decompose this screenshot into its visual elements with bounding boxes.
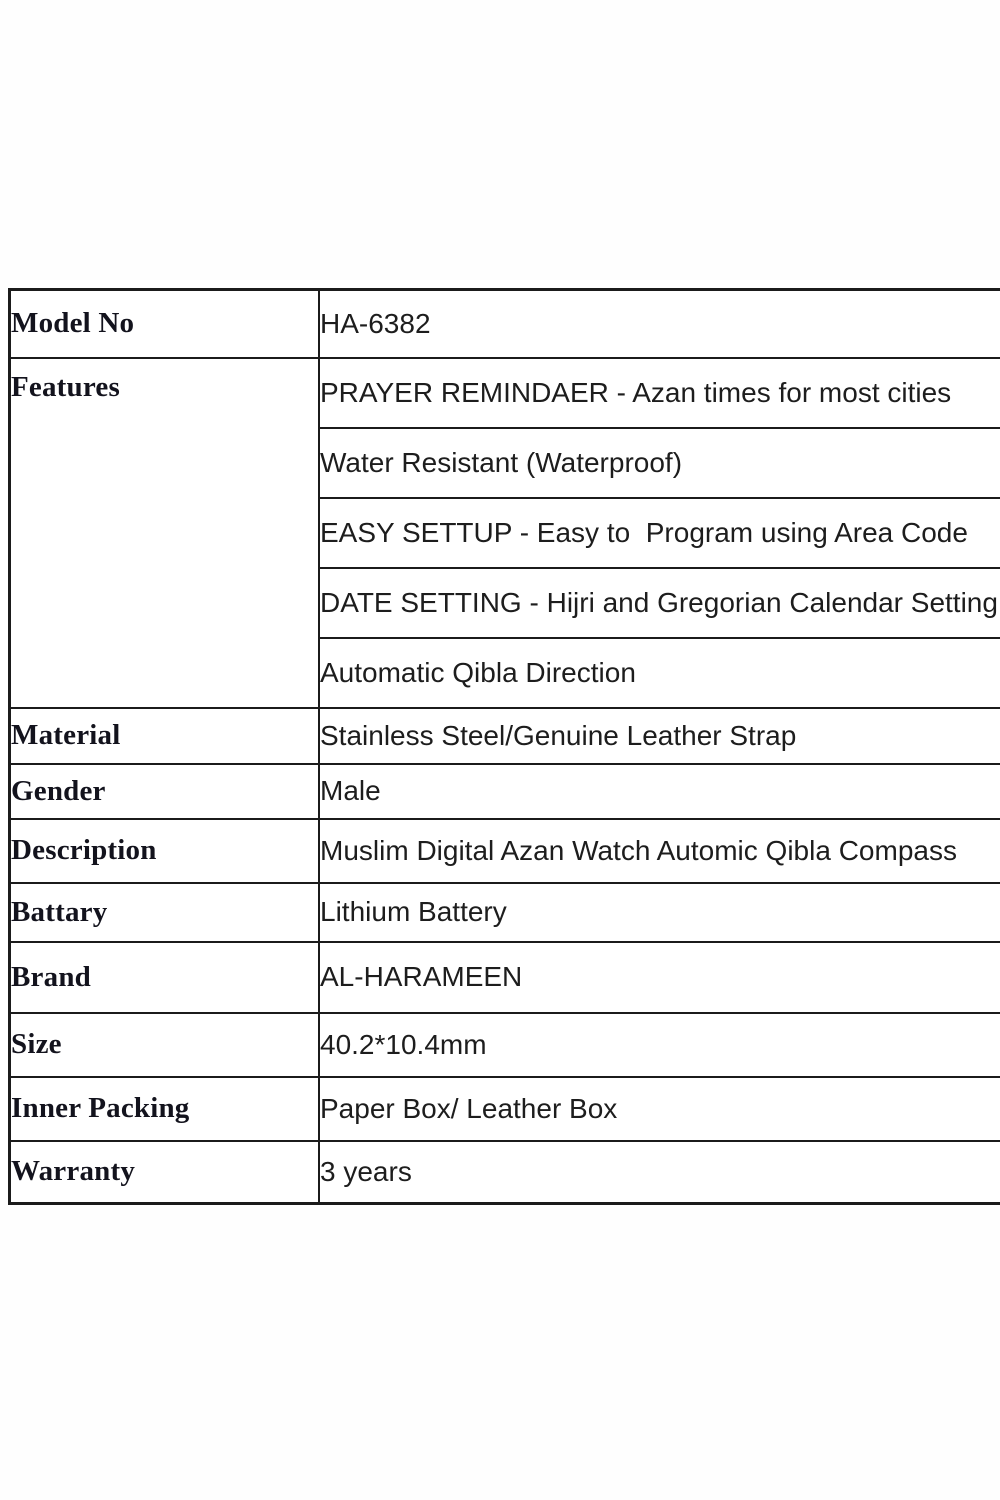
table-row-size: Size 40.2*10.4mm bbox=[8, 1011, 1000, 1078]
model-no-value: HA-6382 bbox=[318, 288, 1000, 359]
feature-item-qibla-direction: Automatic Qibla Direction bbox=[318, 636, 1000, 709]
table-row-inner-packing: Inner Packing Paper Box/ Leather Box bbox=[8, 1075, 1000, 1142]
model-no-label: Model No bbox=[8, 288, 320, 359]
table-row-features-2: Water Resistant (Waterproof) bbox=[10, 426, 1000, 499]
features-label: Features bbox=[8, 356, 320, 709]
size-value: 40.2*10.4mm bbox=[318, 1011, 1000, 1078]
material-value: Stainless Steel/Genuine Leather Strap bbox=[318, 706, 1000, 765]
description-label: Description bbox=[8, 817, 320, 884]
brand-value: AL-HARAMEEN bbox=[318, 940, 1000, 1014]
warranty-value: 3 years bbox=[318, 1139, 1000, 1205]
battery-label: Battary bbox=[8, 881, 320, 943]
material-label: Material bbox=[8, 706, 320, 765]
table-row-features-1: Features PRAYER REMINDAER - Azan times f… bbox=[8, 356, 1000, 709]
feature-item-prayer-reminder: PRAYER REMINDAER - Azan times for most c… bbox=[318, 356, 1000, 429]
table-row-material: Material Stainless Steel/Genuine Leather… bbox=[8, 706, 1000, 765]
table-row-features-3: EASY SETTUP - Easy to Program using Area… bbox=[10, 496, 1000, 569]
table-row-features-5: Automatic Qibla Direction bbox=[10, 636, 1000, 709]
table-row-description: Description Muslim Digital Azan Watch Au… bbox=[8, 817, 1000, 884]
brand-label: Brand bbox=[8, 940, 320, 1014]
inner-packing-label: Inner Packing bbox=[8, 1075, 320, 1142]
gender-label: Gender bbox=[8, 762, 320, 820]
inner-packing-value: Paper Box/ Leather Box bbox=[318, 1075, 1000, 1142]
battery-value: Lithium Battery bbox=[318, 881, 1000, 943]
feature-item-date-setting: DATE SETTING - Hijri and Gregorian Calen… bbox=[318, 566, 1000, 639]
size-label: Size bbox=[8, 1011, 320, 1078]
feature-item-water-resistant: Water Resistant (Waterproof) bbox=[318, 426, 1000, 499]
feature-item-easy-setup: EASY SETTUP - Easy to Program using Area… bbox=[318, 496, 1000, 569]
description-value: Muslim Digital Azan Watch Automic Qibla … bbox=[318, 817, 1000, 884]
table-row-brand: Brand AL-HARAMEEN bbox=[8, 940, 1000, 1014]
table-row-battery: Battary Lithium Battery bbox=[8, 881, 1000, 943]
table-row-model-no: Model No HA-6382 bbox=[8, 288, 1000, 359]
warranty-label: Warranty bbox=[8, 1139, 320, 1205]
table-row-gender: Gender Male bbox=[8, 762, 1000, 820]
product-spec-table: Model No HA-6382 Features PRAYER REMINDA… bbox=[8, 288, 1000, 1205]
gender-value: Male bbox=[318, 762, 1000, 820]
table-row-features-4: DATE SETTING - Hijri and Gregorian Calen… bbox=[10, 566, 1000, 639]
table-row-warranty: Warranty 3 years bbox=[8, 1139, 1000, 1205]
